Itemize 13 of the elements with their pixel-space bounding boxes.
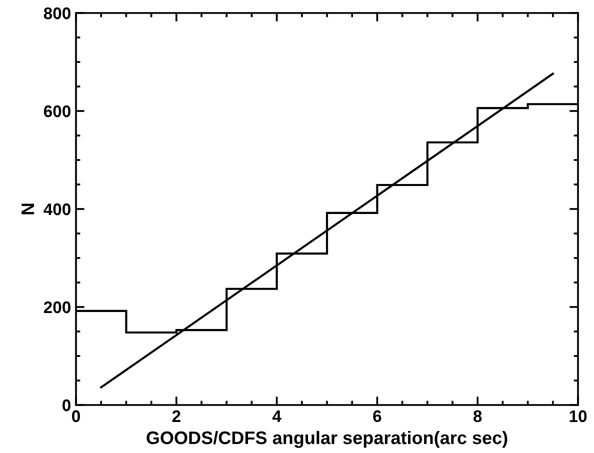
y-tick-label: 600 bbox=[44, 105, 70, 118]
y-tick-label: 0 bbox=[62, 399, 70, 412]
x-tick-label: 2 bbox=[172, 410, 180, 422]
y-tick-label: 800 bbox=[44, 7, 70, 20]
x-tick-label: 0 bbox=[72, 410, 80, 422]
y-tick-label: 200 bbox=[44, 301, 70, 314]
x-tick-label: 10 bbox=[570, 410, 587, 422]
x-tick-label: 4 bbox=[272, 410, 282, 422]
x-axis-title: GOODS/CDFS angular separation(arc sec) bbox=[146, 430, 508, 448]
x-tick-label: 8 bbox=[473, 410, 482, 422]
y-tick-label: 400 bbox=[44, 203, 70, 216]
y-axis-title: N bbox=[22, 204, 34, 214]
x-tick-label: 6 bbox=[373, 410, 382, 422]
